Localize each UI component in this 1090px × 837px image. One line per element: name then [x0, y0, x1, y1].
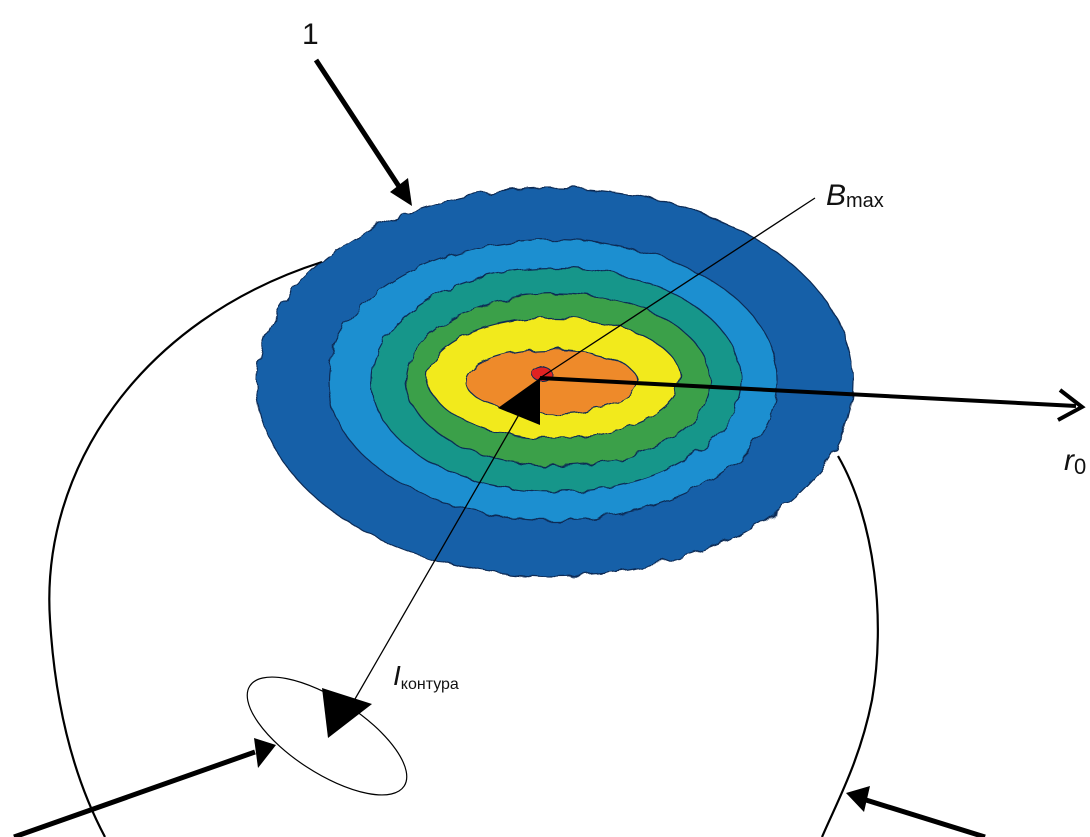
pointer-arrow-circle	[846, 786, 986, 837]
loop-circle-right-arc	[820, 455, 879, 837]
contour-current-line	[339, 377, 541, 726]
i-contour-label: Iконтура	[393, 660, 459, 693]
b-max-direction-line	[539, 197, 816, 379]
radius-r0-arrow	[539, 376, 1086, 422]
field-contour-plot	[256, 187, 854, 577]
current-arrowhead-icon	[322, 688, 372, 738]
marker-1-arrow	[313, 58, 412, 206]
r0-label: r0	[1064, 444, 1086, 479]
loop-circle-left-arc	[48, 260, 323, 837]
current-loop-ellipse	[246, 676, 408, 796]
pointer-arrow-loop	[13, 738, 276, 837]
b-max-label: Bmax	[826, 179, 884, 212]
marker-1-label: 1	[302, 18, 319, 51]
center-arrowhead-icon	[498, 378, 540, 425]
